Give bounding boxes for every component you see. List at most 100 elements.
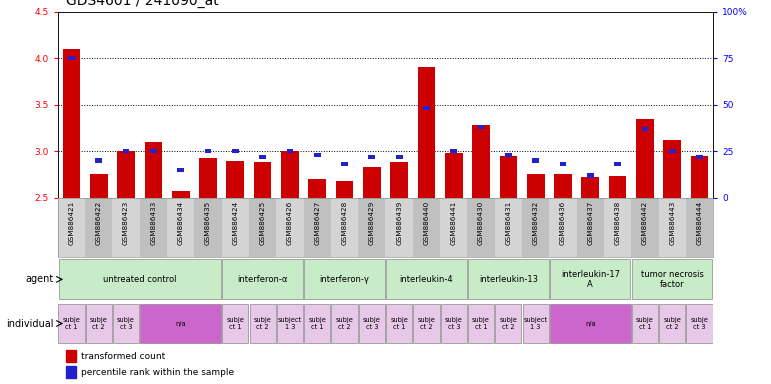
Text: GSM886438: GSM886438 xyxy=(614,201,621,245)
Bar xyxy=(227,161,244,198)
Bar xyxy=(59,260,221,299)
Bar xyxy=(314,153,321,157)
Bar xyxy=(66,350,76,362)
Text: subje
ct 1: subje ct 1 xyxy=(308,317,326,330)
Text: GSM886425: GSM886425 xyxy=(260,201,266,245)
Text: GSM886443: GSM886443 xyxy=(669,201,675,245)
Bar xyxy=(577,198,604,257)
Text: GSM886422: GSM886422 xyxy=(96,201,102,245)
Bar xyxy=(386,198,412,257)
Text: GSM886429: GSM886429 xyxy=(369,201,375,245)
Bar xyxy=(527,174,544,198)
Bar xyxy=(287,149,293,153)
Bar xyxy=(259,155,266,159)
Bar xyxy=(441,304,467,343)
Bar xyxy=(522,198,549,257)
Text: subject
1 3: subject 1 3 xyxy=(524,317,547,330)
Bar xyxy=(390,162,408,198)
Text: percentile rank within the sample: percentile rank within the sample xyxy=(81,368,234,377)
Bar xyxy=(386,260,466,299)
Text: GSM886434: GSM886434 xyxy=(177,201,183,245)
Bar xyxy=(140,198,167,257)
Bar xyxy=(413,304,439,343)
Bar xyxy=(117,151,135,198)
Bar xyxy=(68,56,75,60)
Text: subje
ct 1: subje ct 1 xyxy=(390,317,408,330)
Text: GSM886431: GSM886431 xyxy=(505,201,511,245)
Text: GSM886436: GSM886436 xyxy=(560,201,566,245)
Text: subje
ct 3: subje ct 3 xyxy=(691,317,709,330)
Bar xyxy=(172,191,190,198)
Bar xyxy=(396,155,402,159)
Bar xyxy=(614,162,621,166)
Text: GSM886435: GSM886435 xyxy=(205,201,211,245)
Bar xyxy=(523,304,549,343)
Bar xyxy=(412,198,440,257)
Text: interferon-α: interferon-α xyxy=(237,275,288,284)
Bar xyxy=(468,260,548,299)
Bar xyxy=(495,304,521,343)
Bar xyxy=(199,158,217,198)
Text: agent: agent xyxy=(25,274,54,285)
Bar xyxy=(423,106,429,111)
Bar xyxy=(386,304,412,343)
Bar xyxy=(276,198,304,257)
Text: GSM886426: GSM886426 xyxy=(287,201,293,245)
Bar xyxy=(500,156,517,198)
Bar xyxy=(304,304,330,343)
Bar xyxy=(609,176,627,198)
Text: n/a: n/a xyxy=(175,321,186,326)
Bar xyxy=(604,198,631,257)
Bar xyxy=(96,159,102,162)
Bar xyxy=(532,159,539,162)
Bar xyxy=(85,198,113,257)
Bar xyxy=(369,155,375,159)
Text: subje
ct 1: subje ct 1 xyxy=(62,317,80,330)
Bar xyxy=(686,304,712,343)
Text: GSM886421: GSM886421 xyxy=(69,201,75,245)
Bar xyxy=(66,366,76,379)
Text: interleukin-17
A: interleukin-17 A xyxy=(561,270,620,289)
Text: subject
1 3: subject 1 3 xyxy=(278,317,302,330)
Bar xyxy=(223,260,303,299)
Text: subje
ct 2: subje ct 2 xyxy=(500,317,517,330)
Bar xyxy=(232,149,239,153)
Text: GSM886427: GSM886427 xyxy=(315,201,320,245)
Bar xyxy=(308,179,326,198)
Text: subje
ct 2: subje ct 2 xyxy=(418,317,436,330)
Bar xyxy=(144,142,162,198)
Bar xyxy=(194,198,222,257)
Text: subje
ct 1: subje ct 1 xyxy=(227,317,244,330)
Bar xyxy=(632,260,712,299)
Bar xyxy=(86,304,112,343)
Bar xyxy=(204,149,211,153)
Text: GSM886432: GSM886432 xyxy=(533,201,539,245)
Text: GSM886430: GSM886430 xyxy=(478,201,484,245)
Bar xyxy=(62,49,80,198)
Bar xyxy=(59,304,85,343)
Text: n/a: n/a xyxy=(585,321,596,326)
Bar xyxy=(250,304,276,343)
Bar xyxy=(113,304,140,343)
Text: interferon-γ: interferon-γ xyxy=(320,275,369,284)
Text: GSM886442: GSM886442 xyxy=(642,201,648,245)
Bar xyxy=(249,198,276,257)
Text: GSM886423: GSM886423 xyxy=(123,201,129,245)
Bar xyxy=(331,198,359,257)
Text: individual: individual xyxy=(6,318,54,329)
Text: GSM886428: GSM886428 xyxy=(342,201,348,245)
Text: GDS4601 / 241090_at: GDS4601 / 241090_at xyxy=(66,0,218,8)
Text: subje
ct 2: subje ct 2 xyxy=(663,317,681,330)
Bar xyxy=(221,198,249,257)
Bar xyxy=(332,304,358,343)
Bar xyxy=(254,162,271,198)
Bar xyxy=(342,162,348,166)
Bar xyxy=(549,198,577,257)
Text: GSM886440: GSM886440 xyxy=(423,201,429,245)
Bar xyxy=(277,304,303,343)
Bar xyxy=(505,153,512,157)
Bar xyxy=(663,140,681,198)
Bar xyxy=(440,198,467,257)
Text: subje
ct 1: subje ct 1 xyxy=(636,317,654,330)
Text: subje
ct 3: subje ct 3 xyxy=(445,317,463,330)
